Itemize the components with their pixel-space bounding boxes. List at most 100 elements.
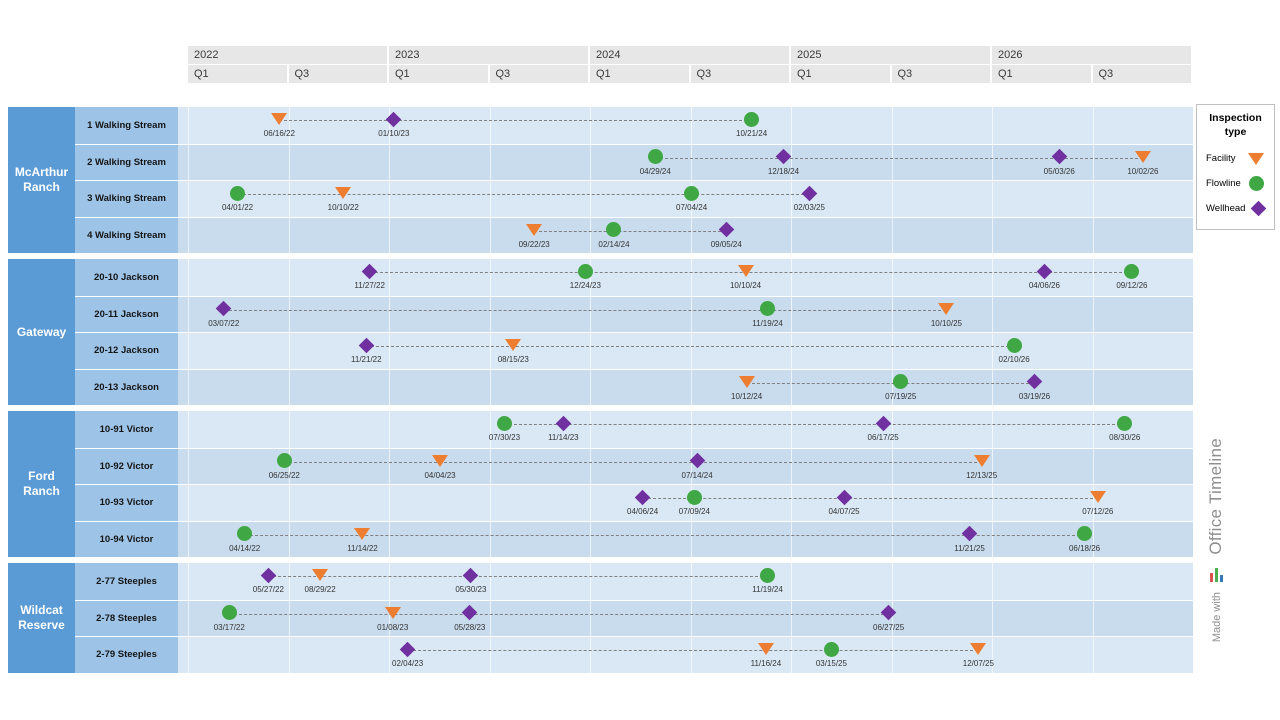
milestone-date: 04/07/25	[828, 507, 860, 516]
timeline-year-header: 2026	[992, 46, 1193, 64]
milestone-date: 09/22/23	[518, 239, 550, 249]
facility-triangle-icon	[312, 569, 329, 581]
quarter-gridline	[1092, 448, 1094, 484]
milestone-facility: 06/16/22	[247, 111, 311, 138]
timeline-year-header: 2025	[791, 46, 992, 64]
wellhead-diamond-icon	[801, 185, 818, 201]
quarter-gridline	[1193, 369, 1194, 405]
facility-triangle-icon	[970, 643, 987, 655]
milestone-connector	[237, 194, 810, 195]
legend: Inspection type Facility Flowline Wellhead	[1196, 104, 1275, 231]
milestone-date: 01/08/23	[377, 622, 409, 632]
milestone-date: 04/14/22	[229, 543, 261, 553]
wellhead-diamond-icon	[1036, 263, 1053, 279]
timeline-row-band: 05/27/22 08/29/22 05/30/23 11/19/24	[178, 563, 1194, 600]
timeline-row: 20-13 Jackson 10/12/24 07/19/25 03/19/26	[75, 368, 1194, 405]
row-label: 10-91 Victor	[75, 411, 178, 448]
facility-triangle-icon	[335, 187, 352, 199]
facility-triangle-icon	[938, 302, 955, 315]
quarter-gridline	[690, 521, 692, 557]
flowline-circle-icon	[1124, 263, 1140, 279]
quarter-gridline	[690, 369, 692, 405]
quarter-gridline	[188, 448, 189, 484]
quarter-gridline	[188, 369, 189, 405]
quarter-gridline	[288, 107, 290, 144]
milestone-date: 03/17/22	[213, 622, 245, 632]
quarter-gridline	[1092, 411, 1094, 448]
quarter-gridline	[992, 369, 993, 405]
timeline-row: 10-91 Victor 07/30/23 11/14/23 06/17/25 08/3…	[75, 411, 1194, 448]
quarter-gridline	[489, 259, 491, 296]
quarter-gridline	[288, 600, 290, 636]
wellhead-diamond-icon	[462, 604, 478, 621]
timeline-quarter-header: Q1	[992, 65, 1093, 83]
row-label: 20-13 Jackson	[75, 369, 178, 405]
flowline-circle-icon	[221, 605, 237, 620]
group-rows: 20-10 Jackson 11/27/22 12/24/23 10/10/24 04/…	[75, 259, 1194, 405]
quarter-gridline	[992, 144, 993, 180]
timeline-row-band: 10/12/24 07/19/25 03/19/26	[178, 369, 1194, 405]
quarter-gridline	[992, 485, 993, 521]
quarter-gridline	[1193, 563, 1194, 600]
milestone-date: 10/10/22	[327, 203, 359, 212]
milestone-connector	[655, 157, 1143, 159]
quarter-gridline	[690, 217, 692, 253]
flowline-circle-icon	[606, 222, 622, 237]
quarter-gridline	[891, 369, 893, 405]
timeline-row-band: 03/07/22 11/19/24 10/10/25	[178, 296, 1194, 332]
quarter-gridline	[690, 259, 692, 296]
milestone-facility: 08/15/23	[481, 337, 545, 364]
timeline-row: 4 Walking Stream 09/22/23 02/14/24 09/05/24	[75, 216, 1194, 253]
legend-item-wellhead: Wellhead	[1197, 196, 1274, 221]
timeline-year-header: 2024	[590, 46, 791, 64]
quarter-gridline	[690, 411, 692, 448]
wellhead-diamond-icon	[361, 263, 378, 279]
milestone-flowline: 12/24/23	[553, 263, 617, 290]
flowline-circle-icon	[823, 641, 839, 657]
milestone-date: 12/18/24	[767, 166, 800, 176]
group-label: McArthur Ranch	[8, 107, 75, 253]
timeline-quarter-header: Q3	[489, 65, 590, 83]
flowline-circle-icon	[577, 263, 593, 279]
quarter-gridline	[992, 637, 993, 673]
quarter-gridline	[791, 259, 792, 296]
quarter-gridline	[1092, 369, 1094, 405]
flowline-circle-icon	[1117, 415, 1133, 431]
milestone-date: 12/13/25	[966, 470, 998, 480]
milestone-flowline: 08/30/26	[1093, 415, 1157, 442]
quarter-gridline	[992, 217, 993, 253]
quarter-gridline	[1092, 563, 1094, 600]
quarter-gridline	[891, 107, 893, 144]
milestone-wellhead: 12/18/24	[752, 148, 816, 176]
flowline-circle-icon	[237, 526, 253, 541]
milestone-date: 01/10/23	[378, 129, 410, 138]
milestone-date: 04/29/24	[639, 166, 671, 176]
milestone-date: 05/28/23	[454, 622, 486, 632]
milestone-date: 05/30/23	[455, 585, 487, 594]
milestone-wellhead: 04/07/25	[812, 489, 876, 516]
milestone-wellhead: 11/14/23	[531, 415, 595, 442]
milestone-facility: 10/12/24	[715, 374, 779, 401]
milestone-date: 10/10/25	[930, 318, 962, 328]
row-label: 10-92 Victor	[75, 448, 178, 484]
quarter-gridline	[489, 369, 491, 405]
flowline-circle-icon	[893, 374, 909, 389]
quarter-gridline	[188, 144, 189, 180]
timeline-quarter-header: Q3	[891, 65, 992, 83]
timeline-row: 2-78 Steeples 03/17/22 01/08/23 05/28/23 06/…	[75, 599, 1194, 636]
timeline-row: 2-79 Steeples 02/04/23 11/16/24 03/15/25 12/…	[75, 636, 1194, 673]
quarter-gridline	[992, 411, 993, 448]
timeline-row: 20-11 Jackson 03/07/22 11/19/24 10/10/25	[75, 295, 1194, 332]
wellhead-diamond-icon	[1051, 148, 1068, 165]
quarter-gridline	[590, 144, 591, 180]
year-header-row: 2022 2023 2024 2025 2026	[188, 46, 1193, 64]
milestone-wellhead: 01/10/23	[362, 111, 426, 138]
quarter-gridline	[389, 259, 390, 296]
timeline-group: Gateway 20-10 Jackson 11/27/22 12/24/23 10/1…	[8, 259, 1194, 405]
group-label: Ford Ranch	[8, 411, 75, 557]
quarter-gridline	[489, 107, 491, 144]
quarter-gridline	[389, 563, 390, 600]
quarter-gridline	[489, 333, 491, 369]
quarter-gridline	[590, 411, 591, 448]
quarter-gridline	[1193, 259, 1194, 296]
